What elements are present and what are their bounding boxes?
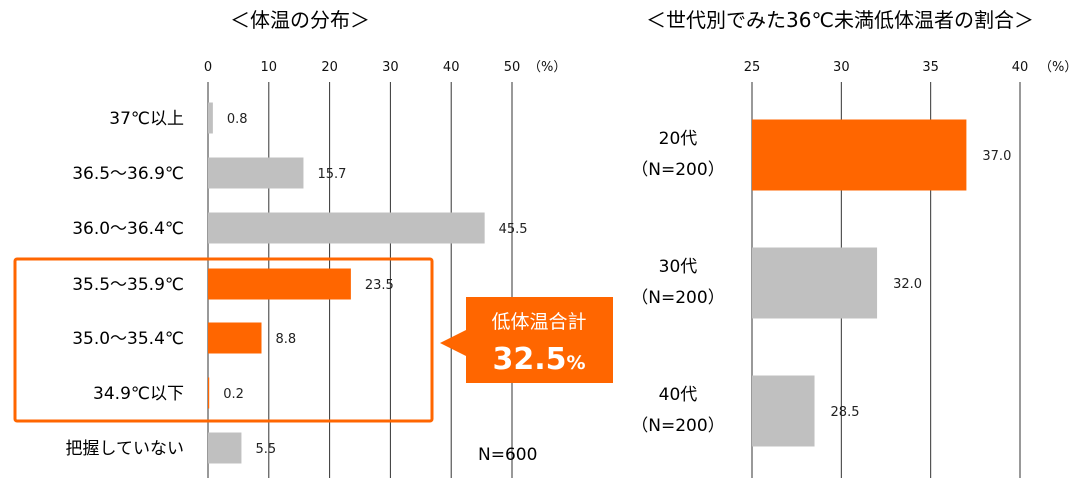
right-bar	[752, 375, 815, 447]
low-temperature-callout: 低体温合計 32.5%	[440, 297, 613, 383]
right-unit-label: （%）	[1039, 60, 1077, 75]
right-category-sublabel: （N=200）	[631, 416, 724, 436]
left-value-label: 0.8	[227, 112, 248, 127]
left-value-label: 8.8	[276, 332, 297, 347]
right-category-label: 20代	[659, 129, 698, 149]
callout-pointer	[440, 330, 466, 356]
right-value-label: 37.0	[982, 149, 1011, 164]
left-value-label: 5.5	[255, 442, 276, 457]
right-tick-label: 25	[744, 60, 761, 75]
right-bars	[752, 119, 967, 447]
left-bar	[208, 322, 262, 354]
right-value-label: 28.5	[831, 405, 860, 420]
left-category-label: 34.9℃以下	[93, 384, 184, 404]
right-tick-label: 40	[1012, 60, 1029, 75]
left-category-label: 37℃以上	[109, 109, 184, 129]
left-unit-label: （%）	[528, 60, 566, 75]
left-tick-label: 40	[443, 60, 460, 75]
left-category-labels: 37℃以上 36.5～36.9℃ 36.0～36.4℃ 35.5～35.9℃ 35.0～…	[66, 109, 185, 459]
right-bar	[752, 247, 878, 319]
left-category-label: 36.5～36.9℃	[72, 164, 184, 184]
left-bar	[208, 268, 351, 300]
right-category-labels: 20代 （N=200） 30代 （N=200） 40代 （N=200）	[631, 129, 724, 436]
left-category-label: 35.5～35.9℃	[72, 275, 184, 295]
left-bar	[208, 157, 304, 189]
left-tick-label: 0	[204, 60, 212, 75]
left-category-label: 35.0～35.4℃	[72, 329, 184, 349]
left-category-label: 把握していない	[66, 439, 185, 459]
left-bar	[208, 432, 242, 464]
left-value-labels: 0.8 15.7 45.5 23.5 8.8 0.2 5.5	[223, 112, 527, 457]
right-category-label: 30代	[659, 257, 698, 277]
low-temperature-highlight-box	[13, 257, 434, 423]
left-bar	[208, 377, 210, 409]
right-chart-title: ＜世代別でみた36℃未満低体温者の割合＞	[646, 8, 1034, 32]
callout-value: 32.5	[492, 342, 566, 377]
right-category-label: 40代	[659, 385, 698, 405]
right-value-labels: 37.0 32.0 28.5	[831, 149, 1012, 420]
left-tick-labels: 0 10 20 30 40 50	[204, 60, 520, 75]
left-value-label: 15.7	[317, 167, 346, 182]
right-bar	[752, 119, 967, 191]
right-category-sublabel: （N=200）	[631, 288, 724, 308]
right-category-sublabel: （N=200）	[631, 160, 724, 180]
left-bar	[208, 102, 213, 134]
sample-size-note: N=600	[478, 445, 537, 465]
left-bar	[208, 212, 485, 244]
left-category-label: 36.0～36.4℃	[72, 219, 184, 239]
left-tick-label: 50	[504, 60, 521, 75]
callout-title: 低体温合計	[491, 311, 586, 333]
left-value-label: 45.5	[499, 222, 528, 237]
right-tick-label: 30	[833, 60, 850, 75]
right-tick-labels: 25 30 35 40	[744, 60, 1029, 75]
callout-unit: %	[566, 352, 585, 374]
left-value-label: 0.2	[223, 387, 244, 402]
callout-value-line: 32.5%	[492, 342, 585, 377]
right-value-label: 32.0	[893, 277, 922, 292]
left-tick-label: 10	[261, 60, 278, 75]
left-bars	[208, 102, 485, 464]
left-value-label: 23.5	[365, 278, 394, 293]
callout-box	[466, 297, 613, 383]
left-tick-label: 20	[321, 60, 338, 75]
right-tick-label: 35	[922, 60, 939, 75]
left-tick-label: 30	[382, 60, 399, 75]
left-chart-title: ＜体温の分布＞	[230, 8, 370, 32]
